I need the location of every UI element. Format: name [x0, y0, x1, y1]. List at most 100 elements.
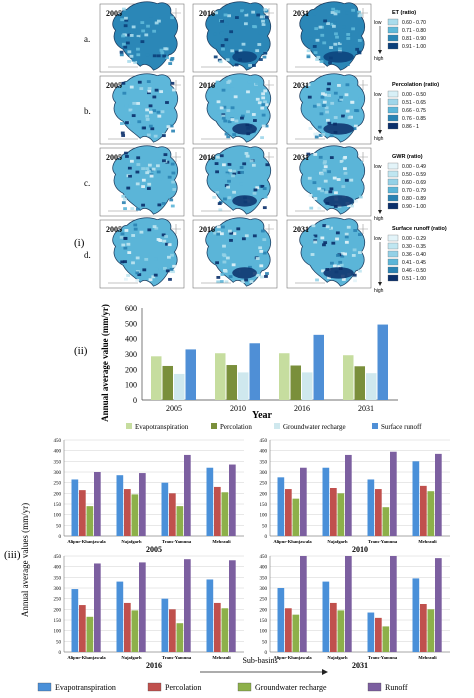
- map-class-patch: [323, 82, 328, 85]
- map-class-patch: [313, 234, 318, 238]
- map-class-patch: [141, 167, 145, 171]
- subbasin-tick-label: Trans-Yamuna: [368, 539, 398, 544]
- map-class-patch: [238, 259, 243, 263]
- map-class-patch: [350, 100, 354, 104]
- map-class-patch: [353, 86, 358, 90]
- map-class-patch: [222, 254, 227, 258]
- map-class-patch: [170, 57, 175, 60]
- map-class-patch: [341, 114, 345, 118]
- map-class-patch: [326, 87, 331, 91]
- map-class-patch: [141, 178, 146, 182]
- map-class-patch: [120, 232, 125, 236]
- map-class-patch: [261, 96, 266, 100]
- map-class-patch: [165, 160, 170, 164]
- map-class-patch: [350, 204, 354, 208]
- subbasin-tick-label: Alipur-Khanjawala: [67, 539, 106, 544]
- map-class-patch: [227, 79, 232, 83]
- map-class-patch: [219, 280, 224, 283]
- map-class-patch: [355, 109, 360, 113]
- map-class-patch: [122, 91, 127, 95]
- map-class-patch: [245, 154, 250, 158]
- map-class-patch: [223, 197, 227, 201]
- map-class-patch: [165, 242, 169, 246]
- map-class-patch: [226, 135, 231, 139]
- x-tick-label: 2010: [230, 404, 246, 413]
- map-class-patch: [216, 232, 221, 236]
- y-tick-label: 50: [56, 640, 62, 645]
- map-district-group: [112, 145, 179, 215]
- map-class-patch: [322, 161, 327, 165]
- map-class-patch: [230, 118, 235, 121]
- map-class-patch: [135, 279, 140, 282]
- map-class-patch: [261, 23, 266, 26]
- map-class-patch: [151, 167, 156, 171]
- map-class-patch: [170, 253, 174, 257]
- map-class-patch: [140, 21, 145, 25]
- map-class-patch: [255, 111, 260, 114]
- subbasin-arrow-head: [322, 669, 328, 675]
- map-class-patch: [322, 243, 326, 247]
- legend-low-label: low: [374, 236, 382, 242]
- map-class-patch: [155, 164, 160, 168]
- legend-swatch: [147, 682, 162, 692]
- map-class-patch: [145, 53, 150, 57]
- bar: [343, 355, 354, 400]
- map-class-patch: [308, 237, 313, 241]
- legend-swatch: [387, 234, 399, 242]
- map-year-label: 2031: [293, 225, 309, 234]
- map-class-patch: [227, 196, 232, 200]
- map-class-patch: [128, 174, 132, 178]
- map-class-patch: [153, 273, 158, 277]
- map-class-patch: [167, 175, 172, 179]
- bar: [292, 614, 300, 652]
- map-class-patch: [320, 189, 325, 193]
- map-class-patch: [236, 227, 241, 231]
- map-class-patch: [229, 231, 234, 235]
- map-class-patch: [149, 34, 154, 38]
- map-class-patch: [311, 229, 316, 233]
- y-tick-label: 0: [59, 651, 62, 656]
- map-class-patch: [123, 236, 128, 240]
- map-class-patch: [262, 238, 267, 242]
- map-class-patch: [258, 192, 262, 195]
- map-class-patch: [234, 63, 239, 67]
- map-class-patch: [243, 11, 247, 15]
- map-year-label: 2005: [106, 153, 122, 162]
- map-class-patch: [232, 169, 236, 173]
- map-class-patch: [149, 110, 153, 114]
- map-class-patch: [263, 8, 268, 11]
- map-class-patch: [139, 87, 144, 91]
- map-class-patch: [263, 51, 268, 55]
- map-class-patch: [215, 188, 220, 192]
- map-class-patch: [323, 241, 328, 245]
- maps-grid: a. 2005 2016 2031 ET (ratio) low high 0.60 - 0.…: [84, 1, 447, 294]
- bar: [139, 473, 146, 536]
- x-axis-label: Year: [252, 410, 273, 421]
- y-tick-label: 150: [54, 503, 62, 508]
- bar: [116, 581, 124, 652]
- y-tick-label: 250: [260, 482, 268, 487]
- map-class-patch: [159, 175, 164, 179]
- bar: [176, 623, 184, 652]
- north-arrow-icon: [358, 224, 368, 234]
- bar: [420, 485, 427, 536]
- map-class-patch: [332, 176, 337, 180]
- y-tick-label: 200: [260, 492, 268, 497]
- map-class-patch: [353, 229, 358, 232]
- bar: [131, 610, 139, 652]
- panel-year-label: 2016: [146, 661, 162, 670]
- map-class-patch: [327, 276, 331, 280]
- map-class-patch: [346, 225, 351, 229]
- map-class-patch: [358, 251, 362, 254]
- map-class-patch: [322, 168, 327, 172]
- map-class-patch: [162, 239, 167, 243]
- map-class-patch: [352, 127, 357, 131]
- legend-class-label: 0.66 - 0.75: [402, 108, 426, 114]
- legend-label: Groundwater recharge: [255, 683, 327, 692]
- map-class-patch: [244, 234, 249, 238]
- map-class-patch: [134, 236, 139, 239]
- map-class-patch: [152, 29, 157, 33]
- map-class-patch: [339, 160, 344, 163]
- map-class-patch: [255, 97, 260, 101]
- map-class-patch: [261, 121, 266, 125]
